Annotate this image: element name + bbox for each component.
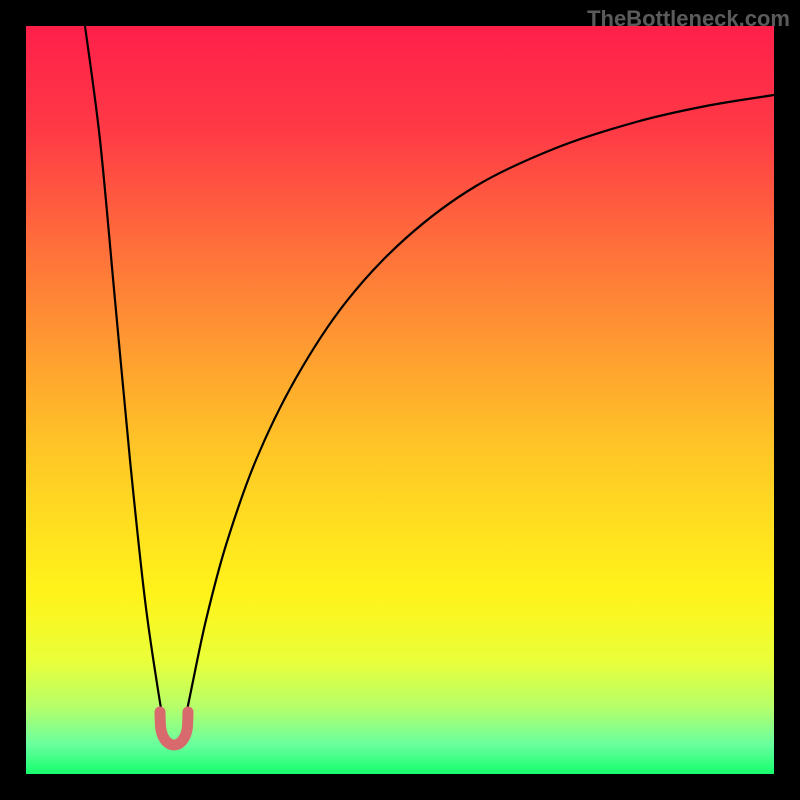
watermark-text: TheBottleneck.com <box>587 6 790 32</box>
chart-svg <box>0 0 800 800</box>
gradient-background <box>26 26 774 774</box>
chart-container: TheBottleneck.com <box>0 0 800 800</box>
